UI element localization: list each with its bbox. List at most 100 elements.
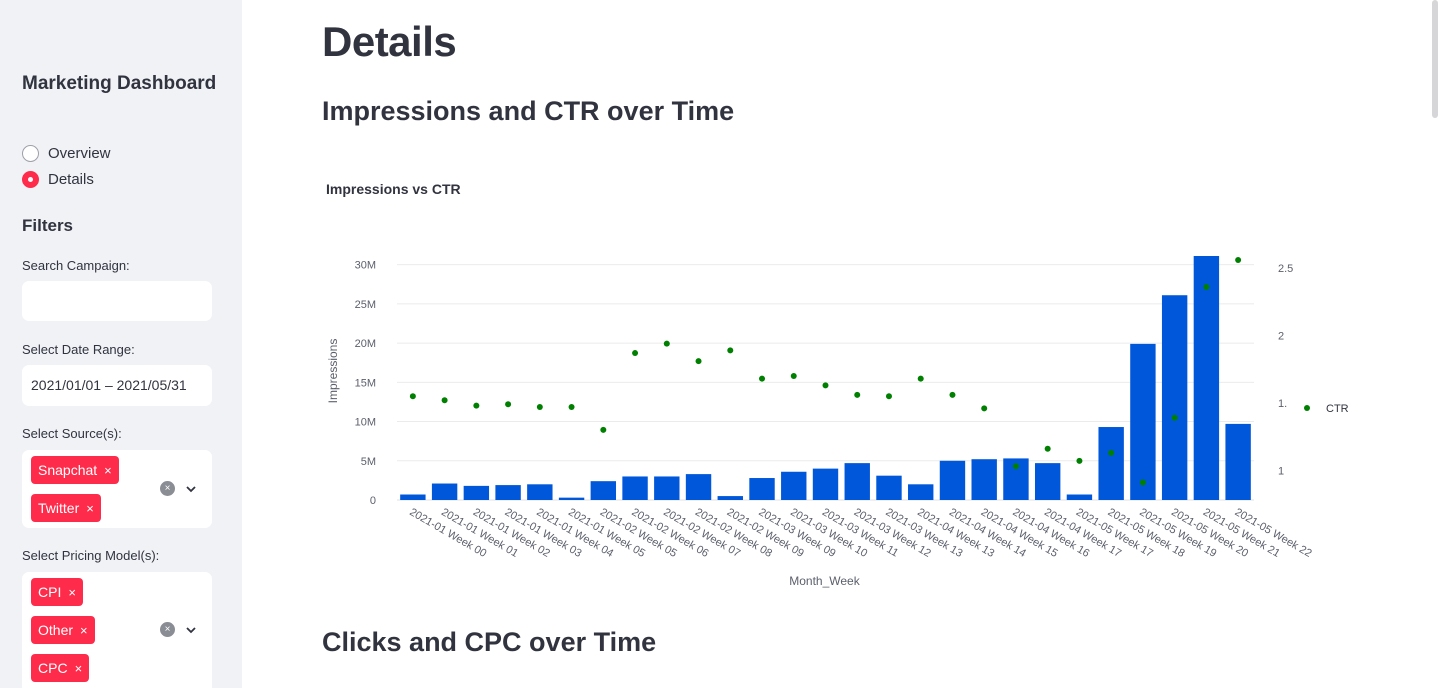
remove-tag-icon[interactable]: × [86, 500, 94, 516]
y-right-tick-label: 1. [1278, 398, 1287, 410]
source-multiselect[interactable]: Snapchat × Twitter × × [22, 450, 212, 528]
ctr-point [981, 405, 988, 412]
chart-gridlines [397, 264, 1254, 501]
pricing-tag-cpc: CPC × [31, 654, 90, 682]
impressions-bar [622, 476, 648, 500]
nav-label-overview: Overview [48, 145, 111, 162]
y-right-tick-label: 2 [1278, 331, 1284, 343]
chart-ctr-points [409, 257, 1242, 486]
impressions-bar [1130, 343, 1156, 500]
ctr-point [1044, 445, 1051, 452]
impressions-bar [558, 497, 585, 500]
impressions-ctr-chart: Impressions vs CTR 0 5M 10M 15M 20M 25M 30M 1 1.… [326, 181, 1349, 588]
impressions-bar [908, 484, 934, 500]
ctr-point [1139, 479, 1146, 486]
impressions-bar [1034, 463, 1061, 500]
impressions-bar [1225, 423, 1251, 500]
impressions-bar [654, 476, 680, 500]
sidebar: Marketing Dashboard Overview Details Fil… [0, 0, 242, 688]
ctr-point [1076, 457, 1083, 464]
ctr-point [822, 382, 829, 389]
ctr-point [917, 375, 924, 382]
impressions-bar [527, 484, 553, 500]
y-left-tick-label: 30M [355, 260, 376, 272]
y-right-tick-label: 1 [1278, 465, 1284, 477]
ctr-point [568, 403, 575, 410]
chart-legend[interactable]: CTR [1304, 403, 1349, 415]
source-tag-label: Twitter [38, 500, 80, 516]
filters-heading: Filters [22, 216, 74, 235]
legend-ctr-marker [1304, 405, 1310, 411]
impressions-bar [590, 481, 617, 500]
radio-selected-icon[interactable] [22, 171, 39, 188]
y-axis-title: Impressions [326, 339, 340, 404]
ctr-point [505, 401, 512, 408]
impressions-bar [939, 460, 966, 500]
ctr-point [790, 372, 797, 379]
chart-title: Impressions vs CTR [326, 181, 461, 197]
impressions-bar [749, 478, 775, 500]
page-title: Details [322, 18, 457, 65]
impressions-bar [400, 494, 426, 500]
ctr-point [473, 402, 480, 409]
ctr-point [727, 347, 734, 354]
ctr-point [695, 358, 702, 365]
pricing-multiselect[interactable]: CPI × Other × CPC × × [22, 572, 212, 688]
remove-tag-icon[interactable]: × [68, 584, 76, 600]
y-left-tick-label: 0 [370, 495, 376, 507]
impressions-bar [1193, 256, 1220, 500]
ctr-point [1203, 284, 1210, 291]
remove-tag-icon[interactable]: × [74, 660, 83, 676]
main-content: Details Impressions and CTR over Time Cl… [242, 0, 1438, 688]
pricing-tag-other: Other × [31, 616, 95, 644]
pricing-tag-cpi: CPI × [31, 578, 83, 606]
clear-all-icon[interactable]: × [160, 622, 175, 637]
chevron-down-icon[interactable] [185, 624, 197, 636]
nav-label-details: Details [48, 171, 94, 188]
nav-radio-details[interactable]: Details [22, 171, 94, 188]
impressions-bar [812, 468, 839, 500]
ctr-point [632, 350, 639, 357]
source-tag-label: Snapchat [38, 462, 98, 478]
search-campaign-label: Search Campaign: [22, 258, 130, 273]
impressions-bar [781, 471, 807, 500]
impressions-bar [463, 485, 490, 500]
impressions-bar [844, 463, 870, 500]
remove-tag-icon[interactable]: × [80, 622, 88, 638]
ctr-point [854, 391, 861, 398]
y-left-tick-label: 10M [355, 417, 376, 429]
ctr-point [1012, 463, 1019, 470]
impressions-bar [876, 475, 902, 500]
search-campaign-input[interactable] [22, 281, 212, 321]
ctr-point [1235, 257, 1242, 264]
chevron-down-icon[interactable] [185, 483, 197, 495]
ctr-point [600, 426, 607, 433]
nav-radio-overview[interactable]: Overview [22, 145, 111, 162]
sidebar-title: Marketing Dashboard [22, 73, 217, 94]
impressions-bar [495, 485, 521, 500]
clear-all-icon[interactable]: × [160, 481, 175, 496]
radio-unselected-icon[interactable] [22, 145, 39, 162]
impressions-bar [431, 483, 458, 500]
date-range-input[interactable]: 2021/01/01 – 2021/05/31 [22, 365, 212, 406]
remove-tag-icon[interactable]: × [104, 462, 112, 478]
source-select-label: Select Source(s): [22, 426, 122, 441]
pricing-tag-label: Other [38, 622, 74, 638]
page-scrollbar[interactable] [1432, 0, 1438, 118]
y-left-tick-label: 25M [355, 299, 376, 311]
y-left-tick-label: 15M [355, 377, 376, 389]
legend-ctr-label: CTR [1326, 403, 1349, 415]
ctr-point [949, 391, 956, 398]
impressions-bar [971, 459, 997, 500]
x-axis-title: Month_Week [789, 574, 860, 588]
ctr-point [759, 375, 766, 382]
y-left-tick-label: 5M [361, 456, 376, 468]
y-left-tick-label: 20M [355, 338, 376, 350]
impressions-bar [1161, 295, 1188, 500]
impressions-bar [685, 474, 712, 500]
date-range-value: 2021/01/01 – 2021/05/31 [31, 377, 187, 393]
impressions-bar [1066, 494, 1093, 500]
ctr-point [536, 403, 543, 410]
